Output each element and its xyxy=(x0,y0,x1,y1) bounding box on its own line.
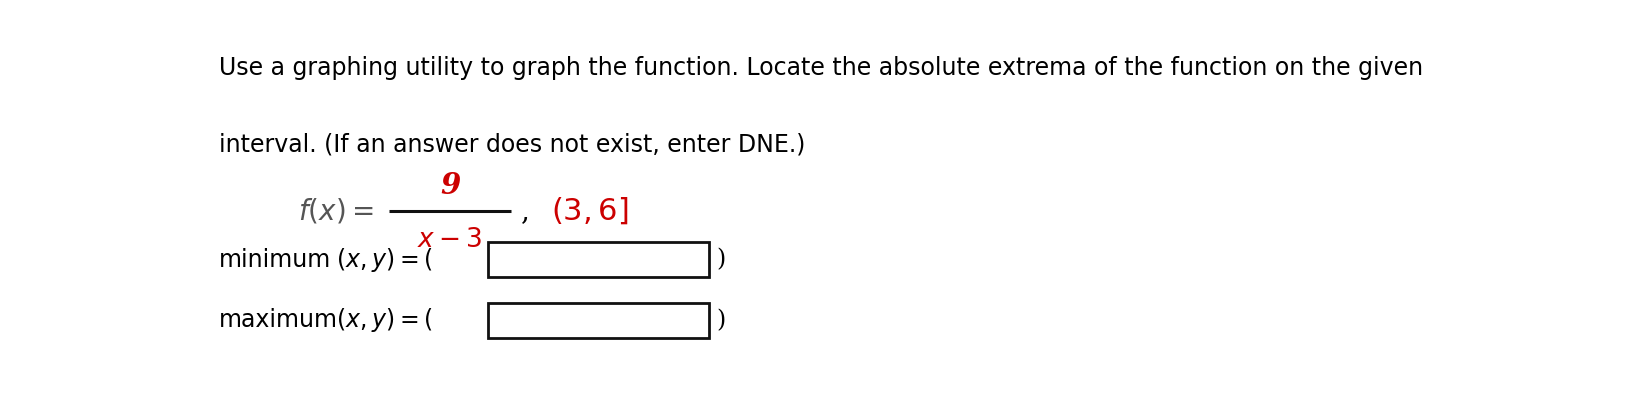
Text: $(3, 6]$: $(3, 6]$ xyxy=(551,195,629,227)
Text: ,: , xyxy=(522,198,530,225)
Text: $x-3$: $x-3$ xyxy=(417,227,482,253)
Text: ): ) xyxy=(717,248,725,271)
Text: minimum: minimum xyxy=(218,248,331,271)
Text: ): ) xyxy=(717,309,725,332)
Text: $f(x) =$: $f(x) =$ xyxy=(298,197,375,226)
Text: Use a graphing utility to graph the function. Locate the absolute extrema of the: Use a graphing utility to graph the func… xyxy=(218,56,1423,80)
Text: interval. (If an answer does not exist, enter DNE.): interval. (If an answer does not exist, … xyxy=(218,132,805,156)
FancyBboxPatch shape xyxy=(487,303,709,338)
Text: $(x, y)$$ = ($: $(x, y)$$ = ($ xyxy=(336,245,434,274)
FancyBboxPatch shape xyxy=(487,242,709,277)
Text: $(x, y)$$ = ($: $(x, y)$$ = ($ xyxy=(336,306,434,335)
Text: 9: 9 xyxy=(440,171,460,200)
Text: maximum: maximum xyxy=(218,309,337,332)
